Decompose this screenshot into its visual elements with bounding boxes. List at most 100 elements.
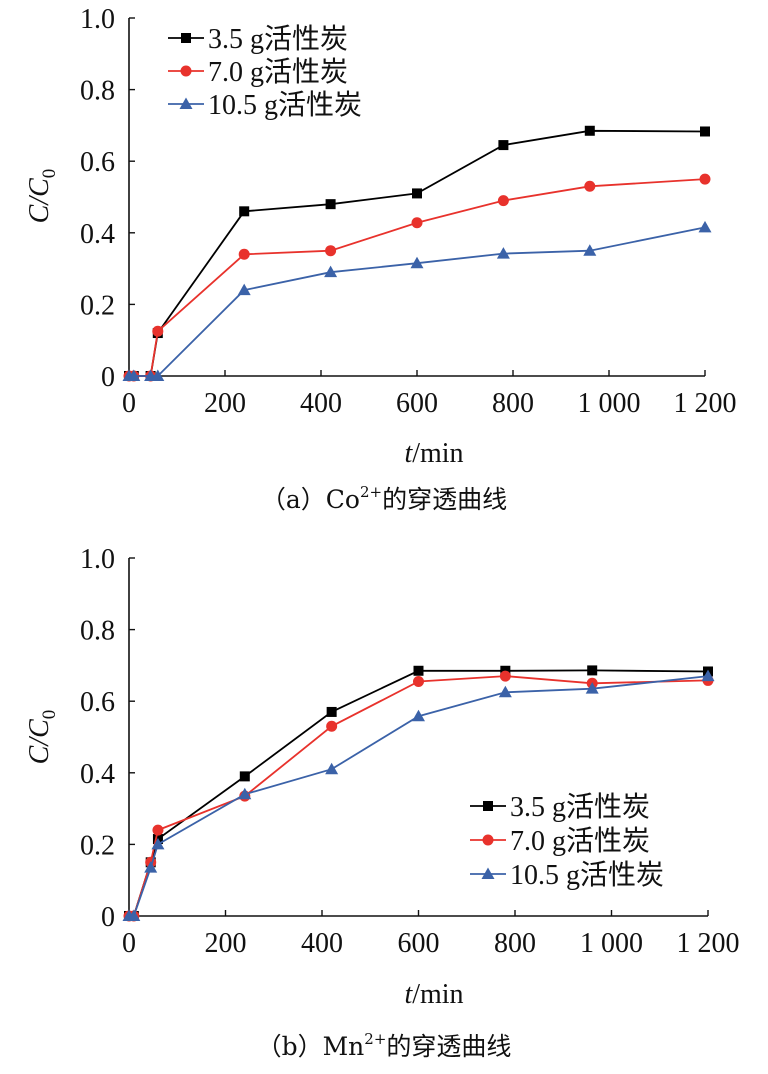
y-axis-label: C/C0: [24, 169, 60, 224]
x-tick-label: 0: [122, 928, 136, 959]
legend-marker: [482, 834, 494, 846]
y-tick-label: 0: [101, 362, 115, 393]
data-point-series-2: [413, 676, 424, 688]
x-axis-label-symbol: t: [404, 438, 413, 469]
x-tick-label: 1 000: [580, 928, 643, 959]
data-point-series-2: [326, 720, 338, 732]
data-point-series-3: [698, 220, 712, 233]
legend-label: 7.0 g活性炭: [510, 825, 650, 857]
data-point-series-2: [584, 180, 596, 192]
x-tick-label: 1 200: [674, 388, 737, 419]
y-tick-label: 0.4: [80, 219, 115, 250]
chart-panel-a: 0 0.2 0.4 0.6 0.8 1.0 0 200 400 600 800 1 000 1 200 t…: [24, 4, 737, 514]
data-point-series-2: [325, 245, 337, 257]
data-point-series-2: [152, 824, 164, 836]
data-point-series-3: [325, 762, 339, 775]
data-point-series-2: [238, 248, 250, 260]
series-line-3: [129, 226, 706, 377]
y-axis-label-main: C/C: [24, 719, 55, 764]
caption-suffix: 的穿透曲线: [386, 1032, 511, 1061]
chart-panel-b: 0 0.2 0.4 0.6 0.8 1.0 0 200 400 600 800 1 000 1 200 t…: [24, 544, 740, 1061]
legend-label: 3.5 g活性炭: [208, 23, 348, 55]
legend-marker: [180, 65, 192, 77]
x-axis-label: t/min: [404, 979, 463, 1010]
x-tick-label: 600: [396, 388, 438, 419]
data-point-series-2: [699, 173, 711, 185]
x-axis-label-unit: /min: [412, 438, 463, 469]
data-point-series-1: [239, 206, 250, 217]
figure-caption: （a）Co2+的穿透曲线: [261, 483, 507, 514]
legend-marker: [181, 33, 191, 43]
data-point-series-3: [496, 247, 510, 259]
x-tick-label: 600: [398, 928, 440, 959]
legend-label: 7.0 g活性炭: [208, 56, 348, 88]
legend-marker: [483, 801, 493, 811]
data-point-series-1: [700, 126, 710, 137]
data-point-series-1: [498, 140, 509, 151]
data-point-series-2: [152, 325, 164, 337]
y-axis-label-subscript: 0: [39, 710, 60, 720]
data-point-series-1: [584, 125, 595, 136]
data-point-series-3: [324, 265, 338, 278]
data-point-series-2: [499, 670, 511, 682]
series-line-1: [129, 129, 706, 377]
data-point-series-1: [412, 188, 422, 199]
data-point-series-3: [412, 709, 425, 722]
y-tick-label: 0.2: [80, 290, 115, 321]
legend-label: 3.5 g活性炭: [510, 791, 650, 823]
legend-label: 10.5 g活性炭: [510, 859, 664, 891]
figure-caption: （b）Mn2+的穿透曲线: [257, 1030, 512, 1061]
x-axis-label-symbol: t: [404, 979, 413, 1010]
data-point-series-3: [585, 682, 599, 694]
data-point-series-3: [151, 369, 165, 381]
y-tick-label: 0.6: [80, 687, 115, 718]
data-point-series-3: [238, 787, 252, 800]
x-tick-label: 1 000: [578, 388, 641, 419]
data-point-series-1: [326, 706, 337, 717]
caption-sup: 2+: [360, 483, 382, 501]
y-tick-label: 0.6: [80, 147, 115, 178]
data-point-series-3: [151, 837, 165, 850]
data-point-series-2: [411, 217, 423, 229]
x-tick-label: 200: [205, 928, 247, 959]
x-tick-label: 800: [492, 388, 534, 419]
data-point-series-3: [237, 283, 251, 296]
series-line-3: [129, 675, 709, 917]
x-tick-label: 1 200: [677, 928, 740, 959]
x-axis-label: t/min: [404, 438, 463, 469]
data-point-series-3: [127, 369, 141, 381]
data-point-series-1: [413, 665, 424, 676]
legend-marker: [179, 97, 193, 109]
caption-ion: Mn: [323, 1032, 365, 1061]
legend-label: 10.5 g活性炭: [208, 89, 362, 121]
x-tick-label: 800: [494, 928, 536, 959]
caption-suffix: 的穿透曲线: [382, 485, 507, 514]
x-axis-label-unit: /min: [412, 979, 463, 1010]
y-tick-label: 0.2: [80, 830, 115, 861]
y-axis-label-subscript: 0: [39, 169, 60, 179]
series-line-2: [129, 178, 706, 377]
y-tick-label: 0.8: [80, 76, 115, 107]
x-tick-label: 400: [300, 388, 342, 419]
data-point-series-1: [587, 665, 598, 676]
y-axis-label: C/C0: [24, 710, 60, 765]
caption-prefix: （a）: [261, 485, 326, 514]
data-point-series-3: [498, 685, 512, 698]
legend-marker: [481, 867, 495, 879]
y-tick-label: 1.0: [80, 544, 115, 575]
y-axis-label-main: C/C: [24, 178, 55, 223]
data-point-series-3: [583, 244, 597, 256]
y-tick-label: 0: [101, 902, 115, 933]
data-point-series-3: [144, 861, 158, 873]
data-point-series-2: [497, 195, 509, 207]
x-tick-label: 400: [301, 928, 343, 959]
y-tick-label: 1.0: [80, 4, 115, 35]
data-point-series-1: [325, 199, 336, 210]
y-tick-label: 0.4: [80, 759, 115, 790]
y-tick-label: 0.8: [80, 616, 115, 647]
caption-ion: Co: [326, 485, 360, 514]
data-point-series-1: [239, 771, 250, 782]
x-tick-label: 200: [204, 388, 246, 419]
